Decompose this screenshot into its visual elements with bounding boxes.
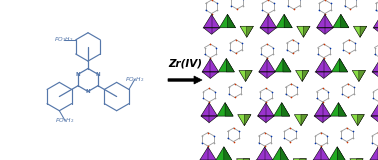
Polygon shape [338, 103, 347, 116]
Polygon shape [333, 14, 349, 28]
Polygon shape [243, 159, 250, 160]
Polygon shape [228, 14, 235, 28]
Text: N: N [76, 72, 81, 77]
Polygon shape [373, 15, 378, 28]
Polygon shape [239, 70, 252, 81]
Polygon shape [296, 70, 309, 81]
Polygon shape [216, 147, 232, 160]
Polygon shape [372, 59, 378, 72]
Text: N: N [86, 89, 90, 94]
Polygon shape [356, 159, 363, 160]
Polygon shape [313, 147, 330, 160]
Polygon shape [360, 26, 367, 37]
Polygon shape [371, 103, 378, 116]
Polygon shape [293, 159, 307, 160]
Polygon shape [294, 115, 308, 126]
Polygon shape [282, 103, 290, 116]
Polygon shape [371, 116, 378, 123]
Polygon shape [314, 103, 331, 116]
Polygon shape [244, 115, 251, 126]
FancyArrow shape [168, 76, 202, 84]
Polygon shape [358, 115, 364, 126]
Text: Zr(IV): Zr(IV) [168, 58, 202, 68]
Polygon shape [260, 15, 277, 28]
Polygon shape [202, 72, 218, 78]
Polygon shape [202, 59, 218, 72]
Polygon shape [304, 26, 310, 37]
Polygon shape [301, 115, 308, 126]
Polygon shape [258, 103, 274, 116]
Polygon shape [314, 116, 331, 123]
Polygon shape [260, 28, 277, 34]
Polygon shape [316, 59, 332, 72]
Polygon shape [317, 15, 333, 28]
Polygon shape [284, 14, 292, 28]
Polygon shape [337, 147, 345, 160]
Polygon shape [240, 26, 253, 37]
Polygon shape [225, 103, 233, 116]
Polygon shape [316, 72, 332, 78]
Polygon shape [332, 58, 348, 72]
Text: $PO_3H_2$: $PO_3H_2$ [55, 116, 75, 125]
Polygon shape [219, 14, 235, 28]
Polygon shape [373, 28, 378, 34]
Polygon shape [351, 115, 364, 126]
Polygon shape [370, 147, 378, 160]
Polygon shape [359, 70, 366, 81]
Polygon shape [259, 72, 275, 78]
Polygon shape [280, 147, 289, 160]
Polygon shape [256, 147, 273, 160]
Polygon shape [276, 14, 292, 28]
Polygon shape [339, 58, 348, 72]
Polygon shape [217, 103, 233, 116]
Polygon shape [203, 28, 220, 34]
Polygon shape [258, 116, 274, 123]
Text: $PO_3H_2$: $PO_3H_2$ [54, 35, 74, 44]
Polygon shape [259, 59, 275, 72]
Polygon shape [200, 147, 216, 160]
Polygon shape [275, 58, 291, 72]
Polygon shape [203, 15, 220, 28]
Polygon shape [372, 72, 378, 78]
Polygon shape [300, 159, 307, 160]
Polygon shape [353, 26, 367, 37]
Polygon shape [247, 26, 253, 37]
Text: N: N [96, 72, 100, 77]
Polygon shape [297, 26, 310, 37]
Polygon shape [350, 159, 363, 160]
Polygon shape [226, 58, 234, 72]
Polygon shape [317, 28, 333, 34]
Polygon shape [273, 147, 289, 160]
Polygon shape [329, 147, 345, 160]
Polygon shape [352, 70, 366, 81]
Polygon shape [201, 103, 217, 116]
Polygon shape [238, 115, 251, 126]
Polygon shape [224, 147, 232, 160]
Polygon shape [341, 14, 349, 28]
Polygon shape [283, 58, 291, 72]
Polygon shape [302, 70, 309, 81]
Text: $PO_3H_2$: $PO_3H_2$ [125, 75, 144, 84]
Polygon shape [274, 103, 290, 116]
Polygon shape [237, 159, 250, 160]
Polygon shape [201, 116, 217, 123]
Polygon shape [246, 70, 252, 81]
Polygon shape [218, 58, 234, 72]
Polygon shape [330, 103, 347, 116]
